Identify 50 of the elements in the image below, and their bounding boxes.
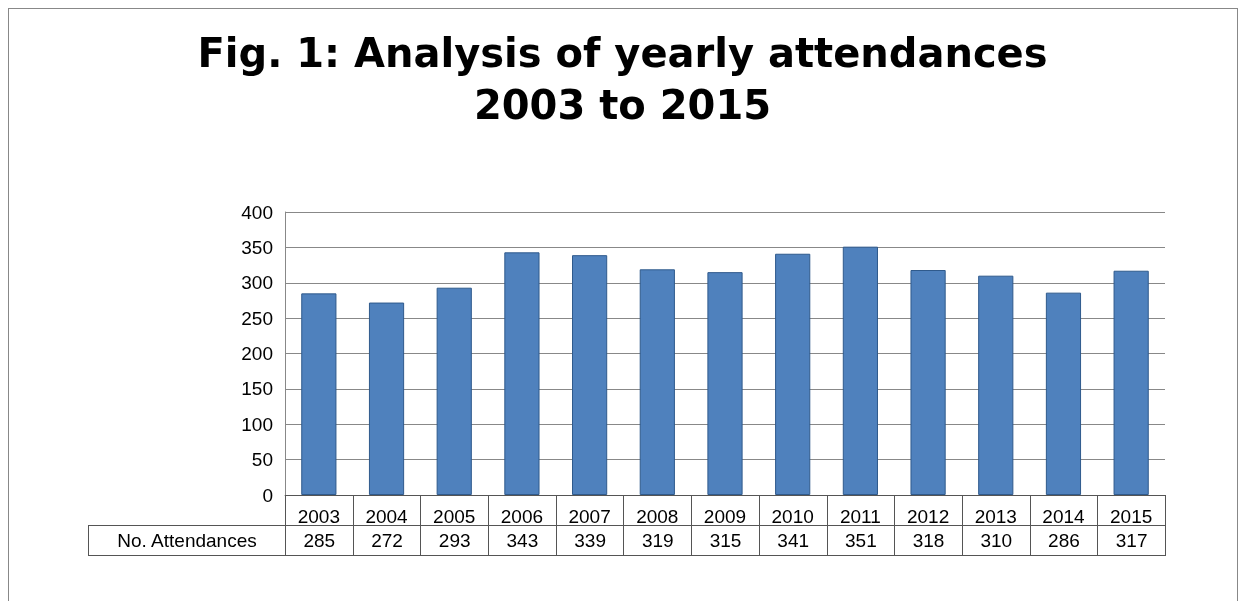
x-tick-label: 2010 — [771, 506, 814, 527]
data-label: 293 — [438, 529, 471, 551]
data-label: 315 — [709, 529, 742, 551]
x-tick-label: 2012 — [906, 506, 950, 527]
bar — [301, 293, 337, 495]
bar — [368, 302, 405, 495]
bar — [1113, 270, 1149, 495]
data-label: 286 — [1048, 529, 1080, 551]
text: No. Attendances — [88, 525, 286, 556]
data-label: 319 — [641, 529, 674, 551]
data-label: 351 — [845, 529, 877, 551]
data-label: 310 — [980, 529, 1013, 551]
x-tick-label: 2006 — [500, 506, 544, 527]
data-label: 343 — [506, 529, 539, 551]
y-tick-label: 200 — [241, 343, 273, 364]
x-tick-label: 2008 — [636, 506, 679, 527]
bar — [707, 272, 743, 495]
bar — [639, 269, 675, 495]
data-label: 317 — [1115, 529, 1148, 551]
y-tick-label: 100 — [241, 413, 273, 435]
bar — [978, 275, 1014, 495]
data-label: 272 — [371, 529, 403, 551]
bar — [572, 255, 608, 495]
x-tick-label: 2011 — [839, 506, 881, 527]
data-label: 341 — [777, 529, 810, 551]
x-tick-label: 2014 — [1042, 506, 1086, 527]
x-tick-label: 2005 — [433, 506, 476, 527]
y-tick-label: 150 — [241, 378, 273, 400]
x-tick-label: 2015 — [1110, 506, 1153, 527]
x-tick-label: 2013 — [974, 506, 1017, 527]
x-tick-label: 2007 — [568, 506, 611, 527]
y-tick-label: 300 — [241, 272, 273, 294]
chart-title: Fig. 1: Analysis of yearly attendances 2003 to 2015 — [197, 30, 1048, 128]
y-tick-label: 250 — [241, 307, 273, 329]
bar — [910, 270, 946, 495]
bar — [1045, 292, 1082, 495]
bar — [775, 253, 811, 495]
y-tick-label: 0 — [262, 484, 273, 506]
x-tick-label: 2003 — [297, 506, 340, 527]
y-tick-label: 350 — [241, 236, 273, 258]
y-tick-label: 50 — [251, 449, 273, 471]
y-tick-label: 400 — [241, 201, 273, 223]
bar — [436, 287, 472, 495]
x-tick-label: 2009 — [703, 506, 747, 527]
data-label: 339 — [574, 529, 606, 551]
data-label: 318 — [912, 529, 945, 551]
data-label: 285 — [303, 529, 336, 551]
x-tick-label: 2004 — [365, 506, 409, 527]
bar — [504, 252, 540, 495]
bar — [842, 246, 878, 495]
